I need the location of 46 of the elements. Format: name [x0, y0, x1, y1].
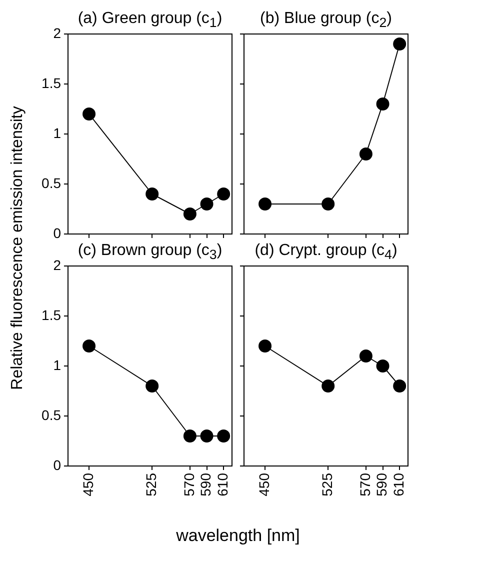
x-axis-title: wavelength [nm] — [175, 526, 301, 546]
x-tick-label: 610 — [390, 472, 406, 496]
x-tick-label: 570 — [356, 472, 373, 496]
point — [200, 198, 214, 210]
point — [359, 350, 372, 362]
point — [146, 380, 159, 392]
point — [217, 188, 230, 200]
y-tick-label: 0 — [53, 456, 62, 473]
point — [200, 430, 214, 442]
x-tick-label: 570 — [180, 472, 197, 496]
y-tick-label: 2 — [53, 24, 62, 41]
x-tick-label: 525 — [142, 472, 159, 496]
x-tick-label: 590 — [198, 472, 214, 496]
point — [258, 340, 272, 352]
point — [82, 340, 96, 352]
point — [217, 430, 230, 442]
y-tick-label: 0.5 — [42, 406, 62, 423]
y-tick-label: 2 — [53, 256, 62, 273]
chart-title: (c) Brown group (c$_{3}$) — [76, 241, 224, 262]
x-tick-label: 590 — [374, 472, 390, 496]
x-tick-label: 450 — [80, 472, 96, 496]
y-tick-label: 1 — [53, 124, 62, 141]
x-tick-label: 450 — [256, 472, 272, 496]
point — [376, 98, 390, 110]
point — [258, 198, 272, 210]
point — [82, 108, 96, 120]
y-tick-label: 1 — [53, 356, 62, 373]
y-tick-label: 0.5 — [42, 174, 62, 191]
point — [146, 188, 159, 200]
y-tick-label: 1.5 — [42, 74, 62, 91]
chart-title: (a) Green group (c$_{1}$) — [76, 9, 224, 30]
x-tick-label: 525 — [318, 472, 335, 496]
point — [322, 198, 335, 210]
x-tick-label: 610 — [214, 472, 230, 496]
y-tick-label: 0 — [53, 224, 62, 241]
y-axis-title: Relative fluorescence emission intensity — [9, 106, 27, 390]
chart-title: (b) Blue group (c$_{2}$) — [259, 9, 393, 30]
point — [359, 148, 372, 160]
point — [183, 208, 196, 220]
point — [376, 360, 390, 372]
point — [393, 380, 406, 392]
chart-title: (d) Crypt. group (c$_{4}$) — [254, 241, 398, 262]
point — [322, 380, 335, 392]
y-tick-label: 1.5 — [42, 306, 62, 323]
point — [393, 38, 406, 50]
point — [183, 430, 196, 442]
